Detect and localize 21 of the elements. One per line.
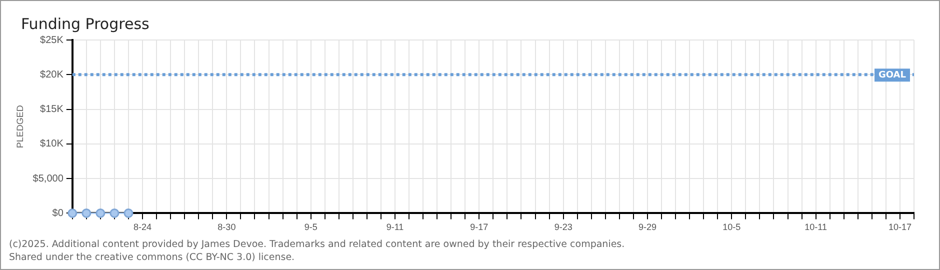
x-tick-label: 9-17: [470, 222, 488, 232]
chart-title: Funding Progress: [21, 15, 150, 33]
y-tick-label: $15K: [40, 104, 64, 116]
x-tick-label: 9-23: [554, 222, 572, 232]
x-tick-label: 10-5: [722, 222, 741, 232]
x-tick-label: 9-29: [638, 222, 656, 232]
x-tick-label: 10-11: [804, 222, 827, 232]
ref-line-label: GOAL: [878, 70, 906, 80]
text: (c)2025. Additional content provided by James Devoe. Trademarks and related content are owned by their respective companies.: [9, 238, 625, 251]
y-tick-label: $5,000: [32, 173, 64, 184]
x-tick-label: 10-17: [888, 222, 912, 232]
text: Shared under the creative commons (CC BY-NC 3.0) license.: [9, 251, 296, 264]
y-tick-label: $25K: [40, 34, 64, 46]
x-tick-label: 8-30: [218, 222, 236, 232]
y-tick-label: $20K: [40, 69, 64, 80]
y-tick-label: $0: [52, 208, 64, 219]
y-axis-title: PLEDGED: [14, 104, 25, 148]
x-tick-label: 9-11: [386, 222, 404, 232]
x-tick-label: 8-24: [134, 222, 152, 232]
y-tick-label: $10K: [40, 138, 64, 150]
x-tick-label: 9-5: [304, 222, 318, 232]
